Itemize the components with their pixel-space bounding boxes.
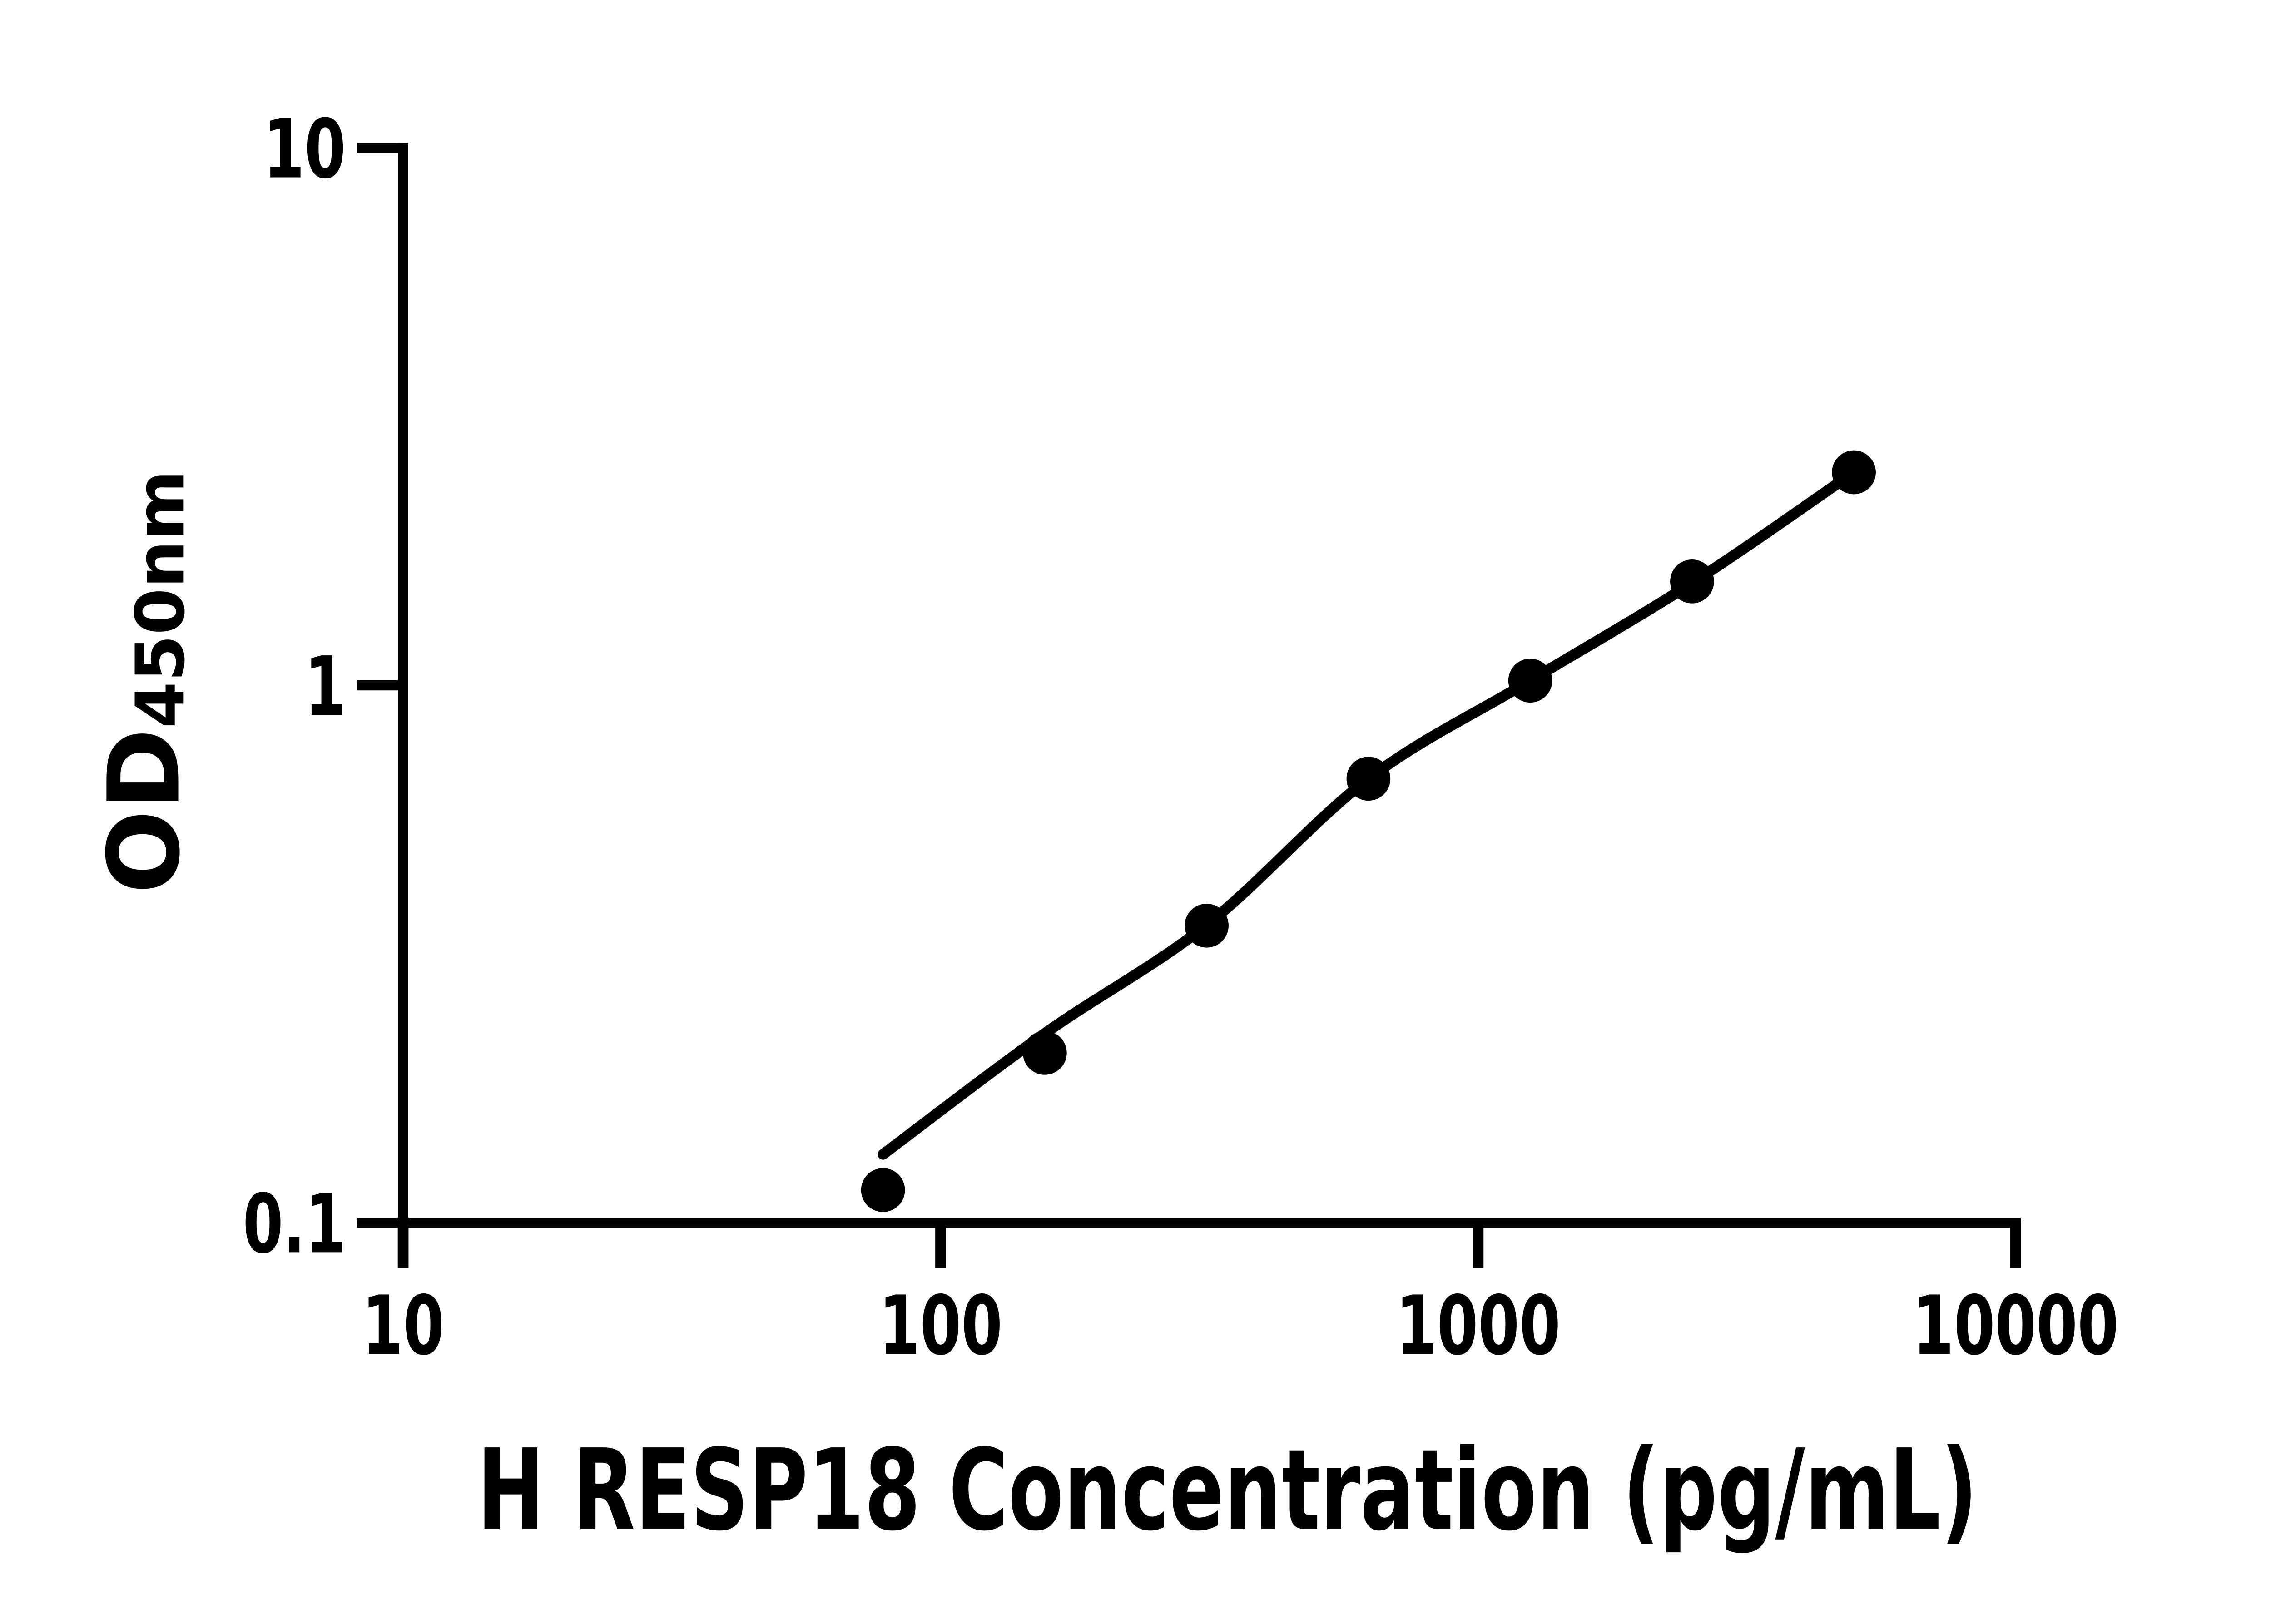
y-tick-label: 0.1 (243, 1177, 346, 1272)
y-tick-label: 1 (305, 639, 346, 734)
plot-layer (861, 450, 1876, 1212)
x-tick-label: 1000 (1396, 1278, 1561, 1373)
data-point-marker (1508, 659, 1552, 703)
y-axis-title-main: OD (88, 728, 202, 894)
x-tick-label: 10 (362, 1278, 444, 1373)
data-point-marker (1023, 1031, 1067, 1075)
y-axis-title: OD450nm (88, 470, 202, 894)
x-tick-label: 10000 (1913, 1278, 2119, 1373)
data-point-marker (1346, 757, 1391, 801)
y-tick-label: 10 (263, 102, 346, 197)
y-axis-title-subscript: 450nm (121, 470, 199, 728)
x-axis-title: H RESP18 Concentration (pg/mL) (477, 1426, 1978, 1556)
data-point-marker (1670, 559, 1714, 604)
axes-layer: 10 100 1000 10000 10 1 0.1 (243, 102, 2119, 1374)
x-tick-label: 100 (879, 1278, 1002, 1373)
data-point-marker (1832, 450, 1876, 495)
data-point-marker (1185, 903, 1229, 948)
data-point-marker (861, 1168, 905, 1212)
